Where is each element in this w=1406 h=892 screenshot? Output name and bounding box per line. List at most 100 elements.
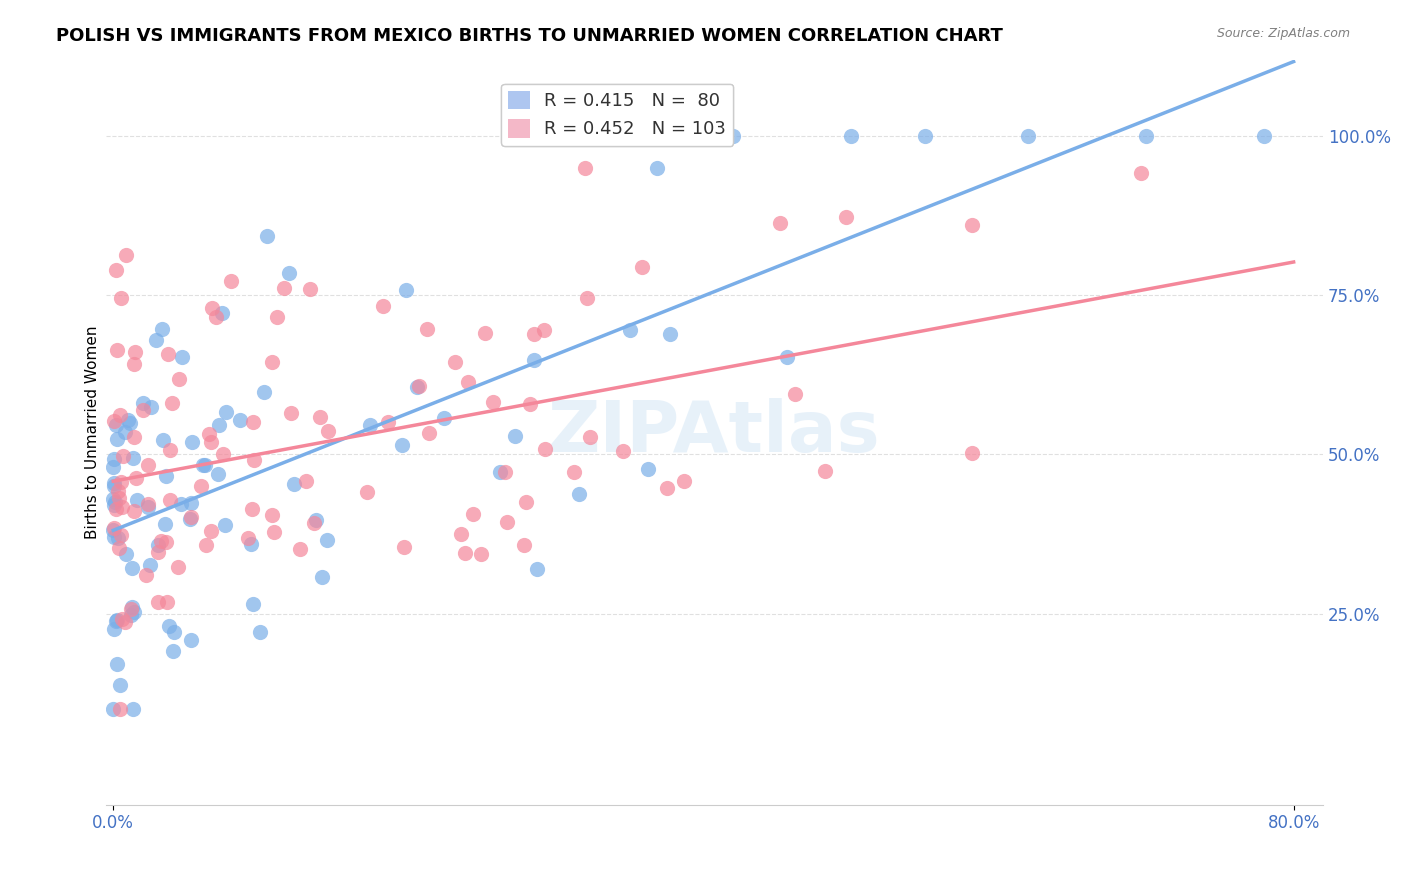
Point	[162, 643, 184, 657]
Point	[522, 327, 544, 342]
Point	[562, 465, 585, 479]
Point	[283, 476, 305, 491]
Point	[236, 531, 259, 545]
Point	[519, 397, 541, 411]
Point	[136, 497, 159, 511]
Point	[163, 624, 186, 639]
Point	[105, 657, 128, 671]
Point	[578, 429, 600, 443]
Point	[159, 443, 181, 458]
Point	[148, 545, 170, 559]
Point	[457, 376, 479, 390]
Point	[111, 500, 134, 514]
Point	[104, 417, 127, 432]
Point	[1129, 166, 1152, 180]
Point	[194, 458, 217, 473]
Point	[110, 291, 132, 305]
Point	[391, 438, 413, 452]
Point	[170, 497, 193, 511]
Point	[655, 481, 678, 495]
Point	[146, 594, 169, 608]
Point	[105, 433, 128, 447]
Point	[122, 430, 145, 444]
Point	[120, 601, 142, 615]
Point	[776, 350, 799, 364]
Point	[125, 493, 148, 508]
Point	[278, 266, 301, 280]
Point	[280, 406, 302, 420]
Point	[721, 128, 744, 143]
Point	[659, 326, 682, 341]
Point	[139, 558, 162, 573]
Point	[371, 299, 394, 313]
Point	[160, 396, 183, 410]
Point	[242, 452, 264, 467]
Point	[111, 612, 134, 626]
Point	[190, 479, 212, 493]
Point	[266, 310, 288, 324]
Point	[103, 530, 125, 544]
Point	[124, 344, 146, 359]
Point	[170, 350, 193, 364]
Point	[198, 426, 221, 441]
Point	[315, 533, 337, 547]
Point	[418, 426, 440, 441]
Point	[155, 517, 177, 532]
Point	[454, 546, 477, 560]
Point	[316, 424, 339, 438]
Point	[533, 323, 555, 337]
Point	[463, 507, 485, 521]
Point	[211, 306, 233, 320]
Point	[1017, 128, 1039, 143]
Point	[105, 613, 128, 627]
Point	[156, 594, 179, 608]
Point	[814, 464, 837, 478]
Point	[215, 405, 238, 419]
Point	[214, 517, 236, 532]
Point	[138, 500, 160, 515]
Point	[180, 509, 202, 524]
Point	[117, 413, 139, 427]
Point	[103, 622, 125, 636]
Point	[783, 386, 806, 401]
Point	[637, 462, 659, 476]
Point	[416, 322, 439, 336]
Text: POLISH VS IMMIGRANTS FROM MEXICO BIRTHS TO UNMARRIED WOMEN CORRELATION CHART: POLISH VS IMMIGRANTS FROM MEXICO BIRTHS …	[56, 27, 1002, 45]
Point	[120, 607, 142, 622]
Point	[515, 494, 537, 508]
Point	[136, 458, 159, 472]
Point	[496, 515, 519, 529]
Point	[576, 291, 599, 305]
Point	[107, 541, 129, 555]
Point	[1135, 128, 1157, 143]
Point	[673, 474, 696, 488]
Point	[1253, 128, 1275, 143]
Point	[229, 413, 252, 427]
Point	[146, 537, 169, 551]
Point	[180, 435, 202, 450]
Point	[239, 537, 262, 551]
Point	[482, 395, 505, 409]
Point	[406, 380, 429, 394]
Point	[200, 434, 222, 449]
Point	[107, 531, 129, 545]
Point	[150, 322, 173, 336]
Point	[122, 357, 145, 371]
Point	[242, 597, 264, 611]
Point	[768, 216, 790, 230]
Point	[205, 310, 228, 324]
Point	[309, 410, 332, 425]
Point	[114, 615, 136, 629]
Point	[249, 625, 271, 640]
Point	[118, 416, 141, 430]
Point	[645, 161, 668, 175]
Point	[110, 475, 132, 489]
Point	[110, 527, 132, 541]
Point	[394, 540, 416, 554]
Point	[302, 516, 325, 530]
Point	[200, 524, 222, 538]
Point	[444, 354, 467, 368]
Point	[298, 282, 321, 296]
Point	[104, 494, 127, 508]
Point	[253, 384, 276, 399]
